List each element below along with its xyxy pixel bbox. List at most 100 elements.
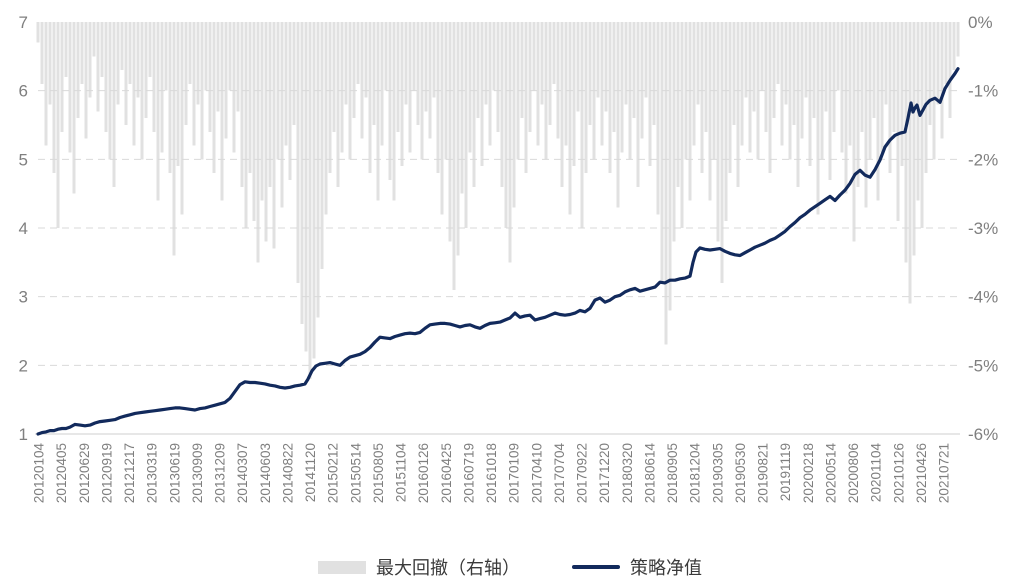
drawdown-bar — [60, 22, 64, 132]
drawdown-bar — [448, 22, 452, 242]
x-axis-tick-label: 20150805 — [371, 443, 386, 503]
drawdown-bar — [604, 22, 608, 112]
x-axis-tick-label: 20130319 — [145, 443, 160, 503]
drawdown-bar — [408, 22, 412, 153]
nav-line — [36, 67, 960, 436]
drawdown-bar — [872, 22, 876, 119]
x-axis-tick-label: 20150212 — [326, 443, 341, 503]
drawdown-bar — [716, 22, 720, 242]
drawdown-bar — [864, 22, 868, 208]
x-axis-tick-label: 20140822 — [280, 443, 295, 503]
drawdown-bar — [188, 22, 192, 84]
drawdown-bar — [112, 22, 116, 187]
drawdown-bar — [296, 22, 300, 283]
drawdown-bar — [524, 22, 528, 174]
drawdown-bar — [688, 22, 692, 201]
drawdown-bar — [800, 22, 804, 139]
drawdown-bar — [540, 22, 544, 105]
drawdown-bar — [56, 22, 60, 228]
x-axis-tick-label: 20190821 — [756, 443, 771, 503]
left-axis-tick-label: 1 — [19, 425, 28, 444]
right-axis-tick-label: -3% — [968, 219, 998, 238]
drawdown-bar — [216, 22, 220, 112]
drawdown-bar — [724, 22, 728, 222]
right-axis-tick-label: 0% — [968, 13, 993, 32]
drawdown-bar — [512, 22, 516, 208]
drawdown-bar — [48, 22, 52, 105]
x-axis-tick-label: 20181204 — [688, 443, 703, 504]
drawdown-bar — [764, 22, 768, 132]
drawdown-bar — [860, 22, 864, 132]
drawdown-bar — [396, 22, 400, 132]
drawdown-bar — [924, 22, 928, 174]
x-axis-tick-label: 20160126 — [416, 443, 431, 503]
drawdown-bar — [932, 22, 936, 160]
drawdown-bar — [360, 22, 364, 139]
drawdown-bar — [124, 22, 128, 125]
x-axis-tick-label: 20121217 — [122, 443, 137, 503]
x-axis-tick-label: 20170109 — [507, 443, 522, 503]
x-axis-tick-label: 20130619 — [167, 443, 182, 503]
drawdown-bar — [376, 22, 380, 201]
left-axis-tick-label: 3 — [19, 288, 28, 307]
drawdown-swatch-icon — [318, 560, 366, 574]
drawdown-bar — [324, 22, 328, 215]
drawdown-bar — [840, 22, 844, 153]
left-axis-tick-label: 7 — [19, 13, 28, 32]
x-axis-tick-label: 20120629 — [77, 443, 92, 503]
drawdown-bar — [920, 22, 924, 228]
drawdown-bar — [536, 22, 540, 146]
drawdown-bar — [768, 22, 772, 174]
drawdown-bar — [900, 22, 904, 167]
drawdown-bar — [508, 22, 512, 263]
drawdown-bar — [816, 22, 820, 215]
drawdown-bar — [356, 22, 360, 84]
drawdown-bar — [636, 22, 640, 187]
left-axis-tick-label: 4 — [19, 219, 28, 238]
drawdown-bar — [600, 22, 604, 146]
drawdown-bar — [132, 22, 136, 146]
drawdown-bar — [608, 22, 612, 174]
drawdown-bar — [468, 22, 472, 153]
drawdown-bar — [548, 22, 552, 125]
drawdown-bar — [644, 22, 648, 98]
drawdown-bar — [704, 22, 708, 132]
drawdown-bar — [176, 22, 180, 167]
drawdown-bar — [380, 22, 384, 146]
drawdown-bar — [368, 22, 372, 174]
left-axis-labels: 7 6 5 4 3 2 1 — [19, 13, 28, 444]
drawdown-bar — [300, 22, 304, 325]
drawdown-bar — [404, 22, 408, 105]
drawdown-bar — [308, 22, 312, 380]
x-axis-tick-label: 20170410 — [529, 443, 544, 503]
drawdown-bar — [312, 22, 316, 359]
drawdown-bar — [120, 22, 124, 71]
drawdown-bar — [740, 22, 744, 146]
drawdown-bar — [144, 22, 148, 119]
drawdown-bar — [200, 22, 204, 160]
drawdown-bar — [260, 22, 264, 201]
drawdown-bar — [784, 22, 788, 105]
drawdown-bar — [928, 22, 932, 125]
drawdown-bar — [728, 22, 732, 174]
drawdown-bar — [752, 22, 756, 112]
drawdown-bar — [580, 22, 584, 228]
drawdown-bar — [388, 22, 392, 180]
drawdown-bar — [252, 22, 256, 222]
drawdown-bar — [748, 22, 752, 153]
drawdown-bar — [80, 22, 84, 84]
drawdown-bar — [692, 22, 696, 146]
drawdown-bar — [472, 22, 476, 187]
x-axis-tick-label: 20120405 — [54, 443, 69, 503]
gridlines-group — [35, 90, 960, 435]
legend: 最大回撤（右轴） 策略净值 — [0, 554, 1020, 580]
drawdown-bar — [680, 22, 684, 228]
drawdown-bar — [504, 22, 508, 228]
drawdown-bar — [464, 22, 468, 228]
drawdown-bars-group — [36, 22, 960, 380]
drawdown-bar — [400, 22, 404, 167]
drawdown-bar — [912, 22, 916, 256]
drawdown-bar — [652, 22, 656, 125]
drawdown-bar — [224, 22, 228, 139]
drawdown-bar — [220, 22, 224, 201]
